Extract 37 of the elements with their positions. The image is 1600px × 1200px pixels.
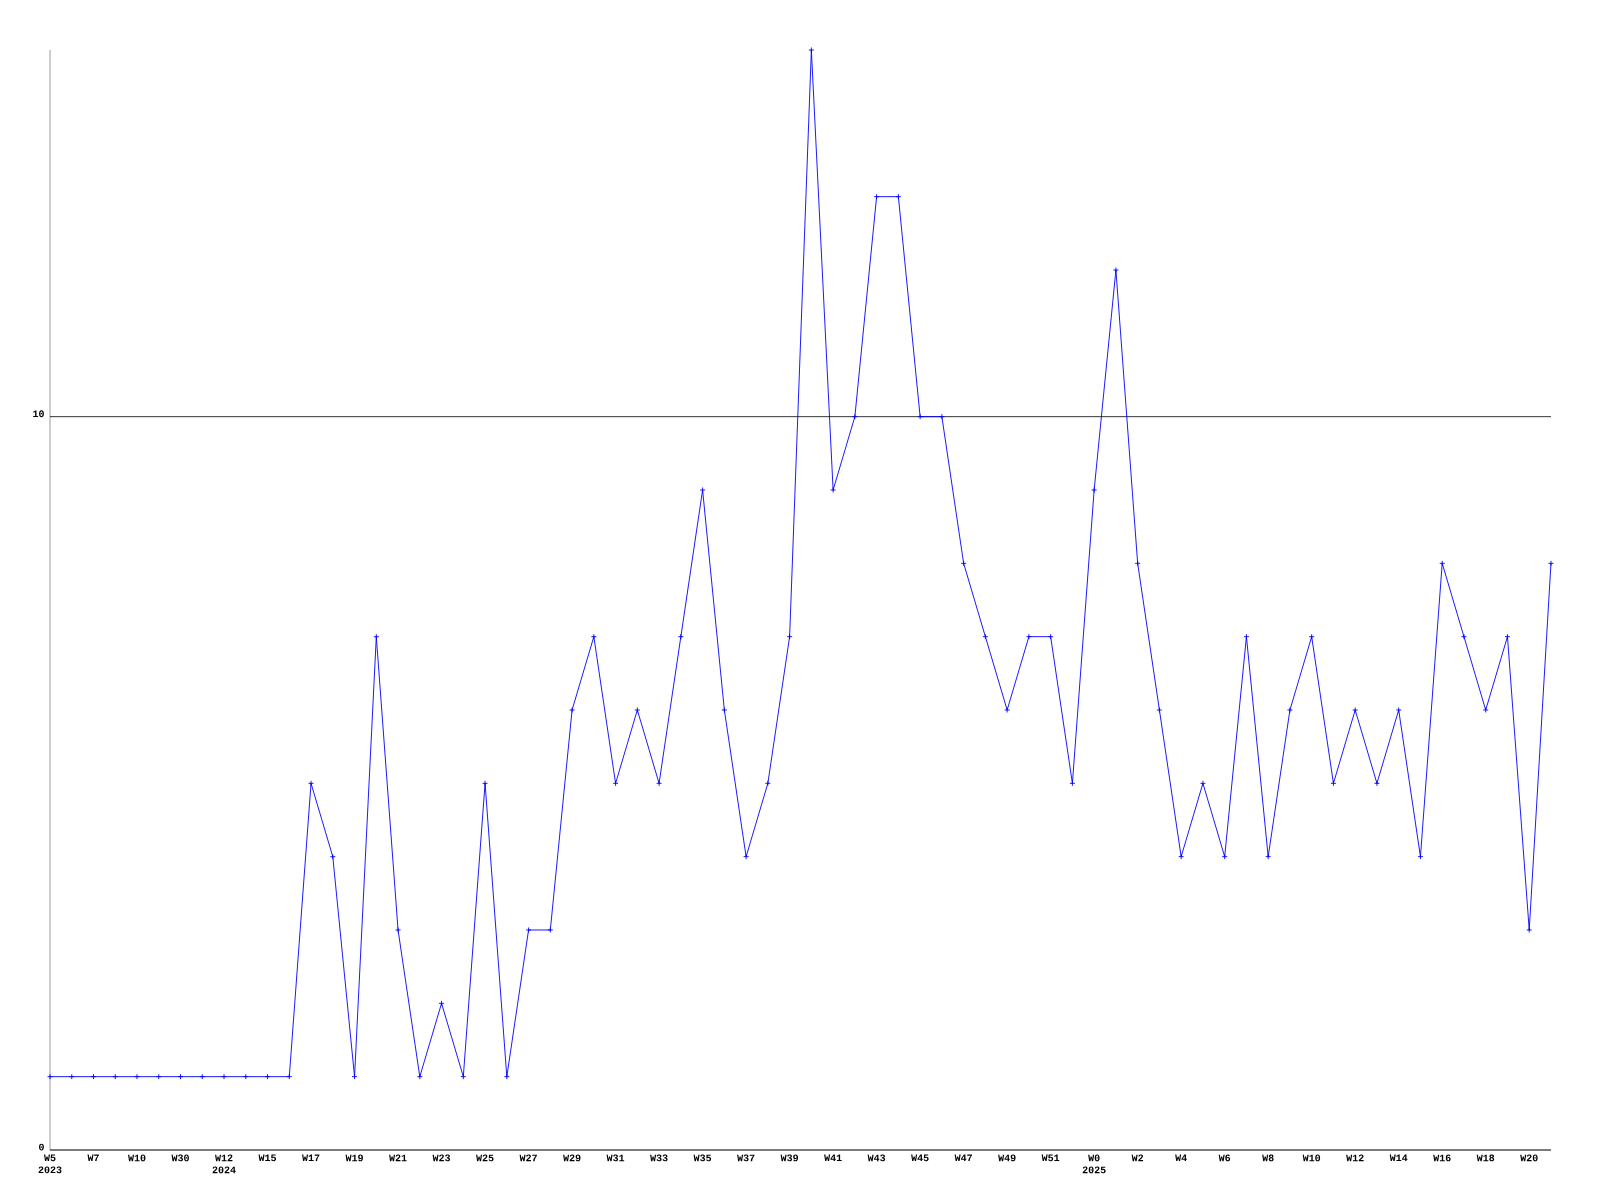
x-tick-label: W4 <box>1175 1154 1187 1162</box>
x-tick-label: W35 <box>693 1154 712 1162</box>
x-tick-label: W39 <box>780 1154 799 1162</box>
x-tick-label: W45 <box>911 1154 929 1162</box>
x-tick-label: W0 2025 <box>1082 1154 1106 1174</box>
x-tick-label: W15 <box>258 1154 277 1162</box>
x-tick-label: W30 <box>171 1154 189 1162</box>
x-tick-label: W19 <box>345 1154 363 1162</box>
y-tick-label: 0 <box>39 1143 44 1151</box>
x-tick-label: W12 <box>1346 1154 1364 1162</box>
x-tick-label: W2 <box>1131 1154 1144 1162</box>
x-tick-label: W21 <box>389 1154 407 1162</box>
x-tick-label: W17 <box>302 1154 320 1162</box>
x-tick-label: W31 <box>606 1154 625 1162</box>
x-tick-label: W41 <box>824 1154 842 1162</box>
x-tick-label: W20 <box>1520 1154 1538 1162</box>
x-tick-label: W18 <box>1476 1154 1495 1162</box>
x-tick-label: W8 <box>1262 1154 1274 1162</box>
x-tick-label: W27 <box>519 1154 537 1162</box>
x-tick-label: W12 2024 <box>212 1154 236 1174</box>
y-tick-label: 10 <box>33 410 44 418</box>
x-tick-label: W47 <box>954 1154 972 1162</box>
x-tick-label: W29 <box>563 1154 581 1162</box>
x-tick-label: W7 <box>87 1154 99 1162</box>
x-tick-label: W6 <box>1218 1154 1231 1162</box>
x-tick-label: W51 <box>1041 1154 1060 1162</box>
x-tick-label: W5 2023 <box>38 1154 62 1174</box>
x-tick-label: W14 <box>1389 1154 1408 1162</box>
x-tick-label: W43 <box>867 1154 886 1162</box>
x-tick-label: W16 <box>1433 1154 1451 1162</box>
x-tick-label: W10 <box>128 1154 146 1162</box>
x-tick-label: W33 <box>650 1154 668 1162</box>
x-tick-label: W10 <box>1302 1154 1321 1162</box>
x-tick-label: W23 <box>432 1154 451 1162</box>
x-tick-label: W25 <box>476 1154 494 1162</box>
x-tick-label: W49 <box>998 1154 1016 1162</box>
x-tick-label: W37 <box>737 1154 755 1162</box>
